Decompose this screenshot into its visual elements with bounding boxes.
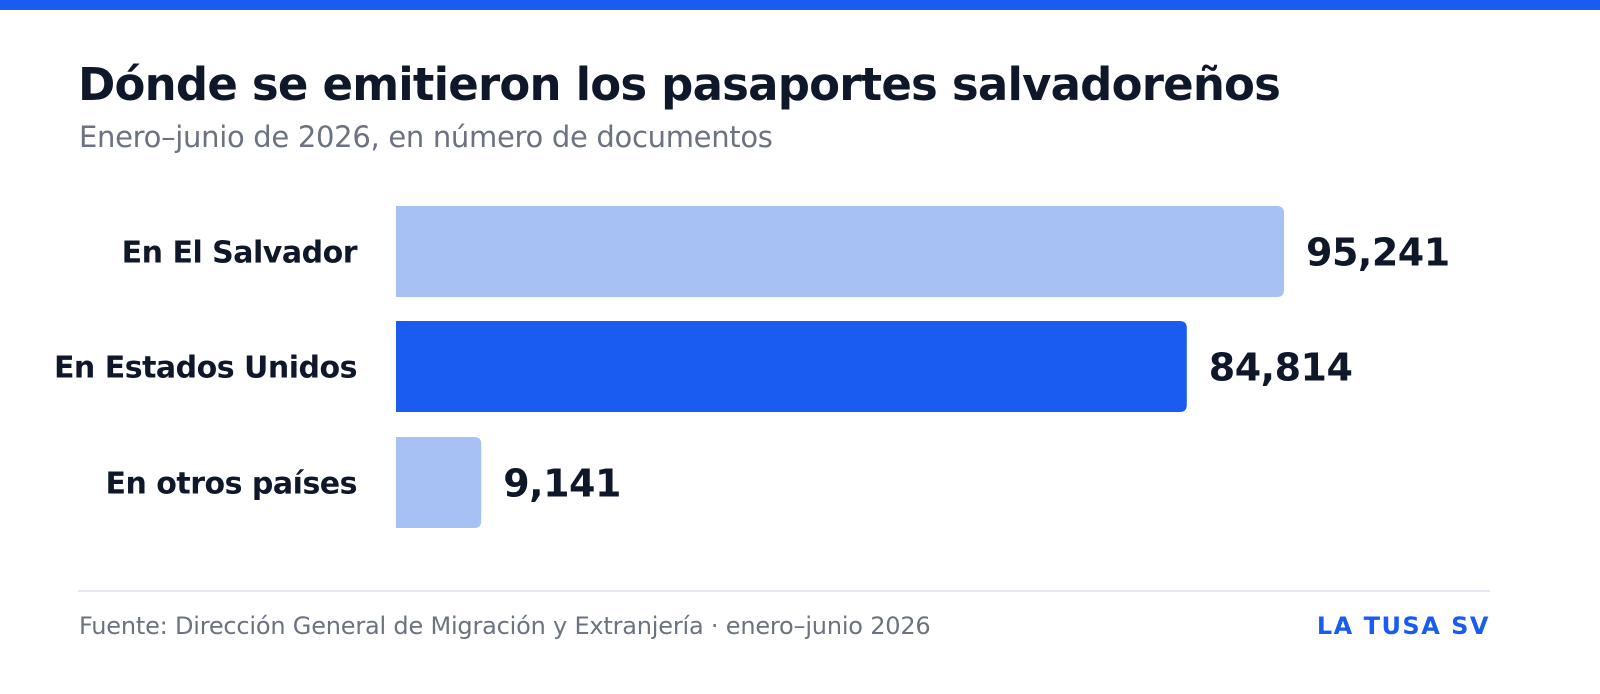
category-label-en-otros-paises: En otros países <box>105 467 357 502</box>
category-label-en-el-salvador: En El Salvador <box>122 236 358 271</box>
bar-en-el-salvador <box>396 206 1284 297</box>
source-note: Fuente: Dirección General de Migración y… <box>79 612 931 640</box>
bar-en-estados-unidos <box>396 321 1187 412</box>
value-label-en-estados-unidos: 84,814 <box>1209 346 1353 390</box>
top-accent-bar <box>0 0 1600 10</box>
value-label-en-otros-paises: 9,141 <box>503 462 621 506</box>
chart-subtitle: Enero–junio de 2026, en número de docume… <box>79 120 773 154</box>
value-label-en-el-salvador: 95,241 <box>1306 231 1450 275</box>
chart-title: Dónde se emitieron los pasaportes salvad… <box>78 58 1281 111</box>
category-label-en-estados-unidos: En Estados Unidos <box>54 351 357 386</box>
bar-en-otros-paises <box>396 437 482 528</box>
footer-divider <box>78 590 1490 592</box>
brand-logo: LA TUSA SV <box>1316 612 1490 640</box>
